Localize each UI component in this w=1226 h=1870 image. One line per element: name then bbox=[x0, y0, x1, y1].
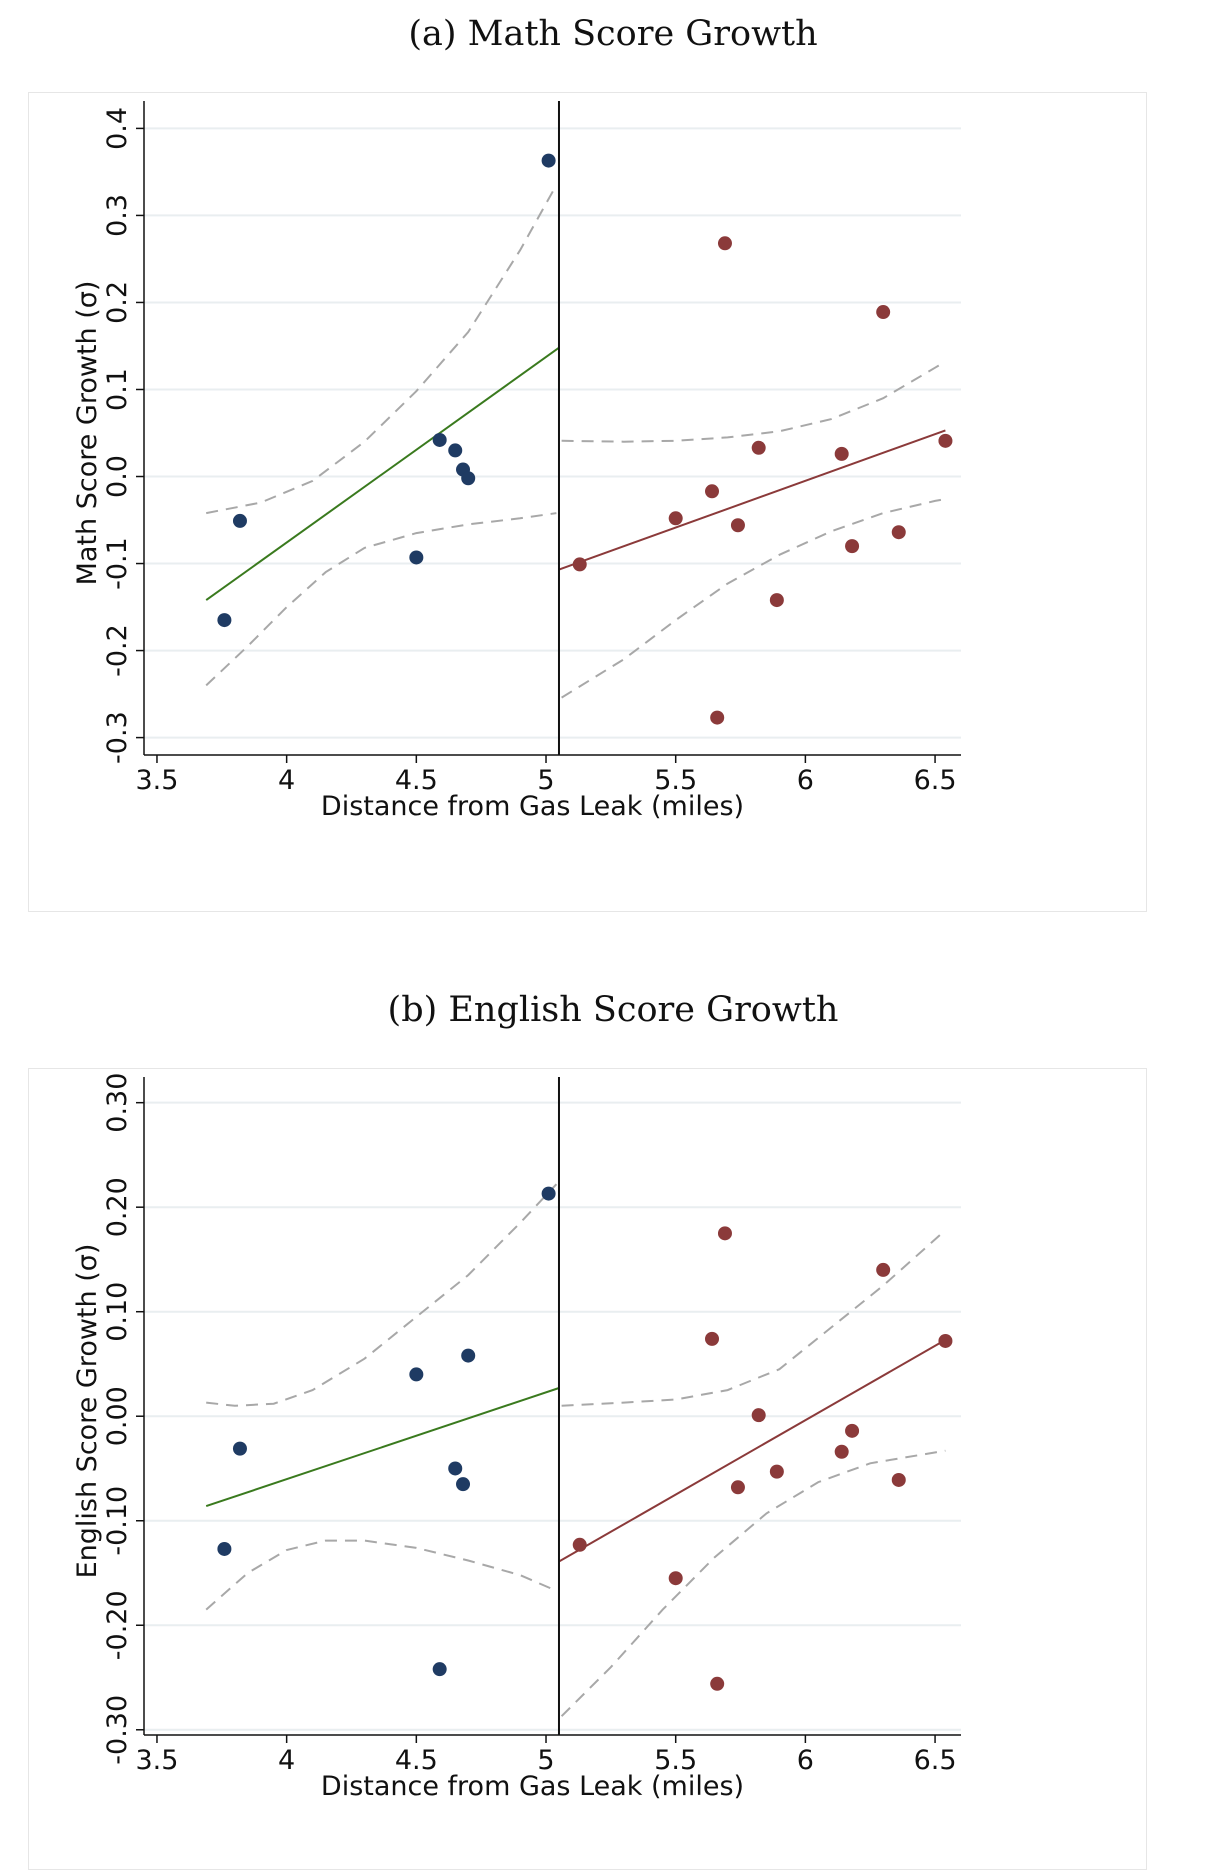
chart-a-point bbox=[409, 550, 424, 565]
chart-a-y-tick-label: -0.3 bbox=[102, 711, 133, 764]
chart-a-point bbox=[834, 446, 849, 461]
chart-a-confidence-band bbox=[205, 512, 557, 687]
chart-a-y-tick-label: -0.1 bbox=[102, 537, 133, 590]
chart-a-y-tick-label: 0.4 bbox=[102, 107, 133, 150]
chart-b-confidence-band bbox=[561, 1229, 947, 1407]
chart-b-point bbox=[717, 1226, 732, 1241]
chart-b-point bbox=[409, 1367, 424, 1382]
chart-a-point bbox=[845, 539, 860, 554]
chart-a-x-tick-label: 3.5 bbox=[135, 765, 178, 796]
chart-a-plot: -0.3 -0.2 -0.1 0.0 0.1 0.2 0.3 0.4 3.5 4 4.5 5 5.5 6 6… bbox=[72, 101, 961, 822]
chart-a-fit-line bbox=[205, 346, 560, 601]
chart-a-point bbox=[891, 525, 906, 540]
chart-b-x-tick-label: 5.5 bbox=[654, 1745, 697, 1776]
chart-b-x-tick-label: 6.5 bbox=[914, 1745, 957, 1776]
chart-b-point bbox=[705, 1331, 720, 1346]
chart-b-confidence-band bbox=[205, 1539, 557, 1611]
chart-b-box: -0.30 -0.20 -0.10 0.00 0.10 0.20 0.30 3.5 4 4.5 5 5… bbox=[28, 1068, 1147, 1870]
chart-a-x-tick-label: 6.5 bbox=[914, 765, 957, 796]
chart-a-title: (a) Math Score Growth bbox=[408, 14, 818, 54]
chart-a-point bbox=[717, 236, 732, 251]
chart-b-point bbox=[876, 1262, 891, 1277]
chart-b-point bbox=[668, 1571, 683, 1586]
chart-a-confidence-band bbox=[206, 184, 558, 515]
chart-b-point bbox=[938, 1333, 953, 1348]
chart-b-x-axis-title: Distance from Gas Leak (miles) bbox=[321, 1771, 744, 1802]
chart-b-point bbox=[572, 1537, 587, 1552]
chart-a-point bbox=[938, 433, 953, 448]
chart-a-point bbox=[232, 513, 247, 528]
chart-a-point bbox=[572, 557, 587, 572]
chart-b-point bbox=[891, 1472, 906, 1487]
chart-a-y-tick-label: 0.1 bbox=[102, 368, 133, 411]
chart-b-x-tick-label: 6 bbox=[797, 1745, 814, 1776]
chart-a-fit-line bbox=[558, 429, 946, 571]
chart-a-y-axis-title: Math Score Growth (σ) bbox=[72, 281, 103, 586]
chart-b-point bbox=[456, 1477, 471, 1492]
chart-a-point bbox=[769, 593, 784, 608]
chart-a-box: -0.3 -0.2 -0.1 0.0 0.1 0.2 0.3 0.4 3.5 4 4.5 5 5.5 6 6… bbox=[28, 92, 1147, 912]
chart-b-point bbox=[217, 1541, 232, 1556]
chart-a-point bbox=[710, 710, 725, 725]
chart-b-y-tick-label: 0.10 bbox=[102, 1282, 133, 1342]
chart-b-x-tick-label: 3.5 bbox=[135, 1745, 178, 1776]
chart-b-point bbox=[751, 1408, 766, 1423]
chart-a-point bbox=[432, 432, 447, 447]
chart-a-y-tick-label: 0.2 bbox=[102, 281, 133, 324]
chart-a-confidence-band bbox=[561, 498, 946, 699]
chart-b-point bbox=[448, 1461, 463, 1476]
chart-a-x-axis-title: Distance from Gas Leak (miles) bbox=[321, 791, 744, 822]
chart-b-x-tick-label: 4.5 bbox=[395, 1745, 438, 1776]
chart-b-y-tick-label: 0.30 bbox=[102, 1073, 133, 1133]
chart-b-point bbox=[461, 1348, 476, 1363]
chart-a-point bbox=[461, 471, 476, 486]
chart-b-y-tick-label: 0.20 bbox=[102, 1177, 133, 1237]
chart-b-y-tick-label: -0.20 bbox=[102, 1590, 133, 1660]
chart-a-point bbox=[448, 443, 463, 458]
chart-b-y-tick-label: 0.00 bbox=[102, 1386, 133, 1446]
chart-b-point bbox=[730, 1480, 745, 1495]
chart-b-point bbox=[710, 1676, 725, 1691]
chart-a-confidence-band bbox=[561, 360, 946, 443]
chart-b-y-axis-title: English Score Growth (σ) bbox=[72, 1244, 103, 1579]
chart-b-point bbox=[432, 1662, 447, 1677]
chart-b-fit-line bbox=[205, 1387, 560, 1508]
chart-b-title: (b) English Score Growth bbox=[387, 990, 839, 1030]
chart-b-confidence-band bbox=[206, 1183, 558, 1407]
chart-b-point bbox=[541, 1186, 556, 1201]
chart-b-x-tick-label: 5 bbox=[537, 1745, 554, 1776]
chart-a-x-tick-label: 5 bbox=[537, 765, 554, 796]
chart-a-x-tick-label: 5.5 bbox=[654, 765, 697, 796]
chart-a-point bbox=[876, 305, 891, 320]
chart-a-point bbox=[668, 511, 683, 526]
chart-a-x-tick-label: 4 bbox=[278, 765, 295, 796]
chart-b-y-tick-label: -0.10 bbox=[102, 1486, 133, 1556]
chart-a-point bbox=[730, 518, 745, 533]
chart-b-plot: -0.30 -0.20 -0.10 0.00 0.10 0.20 0.30 3.5 4 4.5 5 5… bbox=[72, 1073, 961, 1802]
chart-b-point bbox=[769, 1464, 784, 1479]
chart-a-point bbox=[705, 484, 720, 499]
chart-b-point bbox=[232, 1441, 247, 1456]
chart-a-point bbox=[217, 613, 232, 628]
chart-a-x-tick-label: 4.5 bbox=[395, 765, 438, 796]
chart-b-point bbox=[845, 1423, 860, 1438]
chart-a-y-tick-label: -0.2 bbox=[102, 624, 133, 677]
chart-b-confidence-band bbox=[560, 1449, 946, 1717]
chart-b-point bbox=[834, 1444, 849, 1459]
chart-a-point bbox=[751, 440, 766, 455]
chart-a-y-tick-label: 0.0 bbox=[102, 455, 133, 498]
chart-b-x-tick-label: 4 bbox=[278, 1745, 295, 1776]
chart-a-point bbox=[541, 153, 556, 168]
chart-a-y-tick-label: 0.3 bbox=[102, 194, 133, 237]
chart-a-x-tick-label: 6 bbox=[797, 765, 814, 796]
chart-b-y-tick-label: -0.30 bbox=[102, 1695, 133, 1765]
chart-b-fit-line bbox=[558, 1339, 946, 1563]
